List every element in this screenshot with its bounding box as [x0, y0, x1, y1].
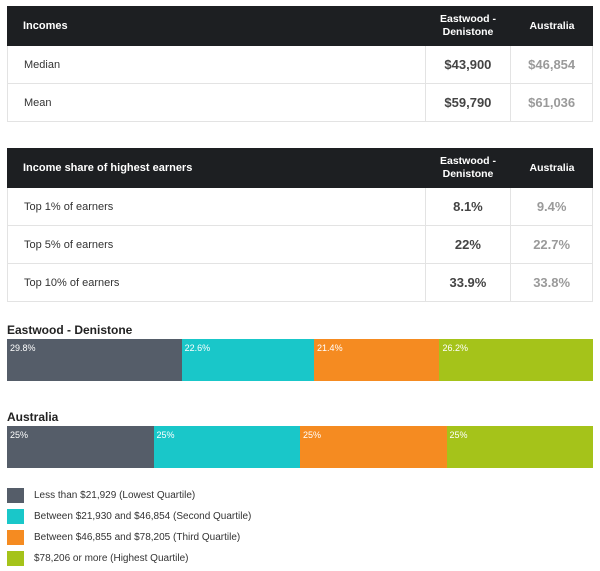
bar-segment-4: 26.2% [439, 339, 593, 381]
row-national-value: $61,036 [510, 84, 592, 121]
bar-segment-label: 21.4% [317, 343, 343, 353]
share-header-local: Eastwood - Denistone [439, 155, 496, 180]
incomes-header-national: Australia [529, 19, 575, 32]
legend-swatch [7, 488, 24, 503]
table-row: Top 1% of earners 8.1% 9.4% [7, 188, 593, 226]
bar-segment-3: 21.4% [314, 339, 440, 381]
row-national-value: 22.7% [510, 226, 592, 263]
row-label: Mean [24, 96, 52, 109]
row-local-value: 22% [424, 226, 511, 263]
row-local-value: $43,900 [424, 46, 511, 83]
legend-item: Between $21,930 and $46,854 (Second Quar… [7, 506, 251, 527]
bar-segment-1: 25% [7, 426, 154, 468]
chart-legend: Less than $21,929 (Lowest Quartile) Betwe… [7, 485, 251, 569]
table-row: Top 10% of earners 33.9% 33.8% [7, 264, 593, 302]
row-label: Median [24, 58, 61, 71]
incomes-header-local: Eastwood - Denistone [439, 13, 496, 38]
bar-segment-2: 25% [153, 426, 300, 468]
share-header-label: Income share of highest earners [23, 162, 193, 174]
row-national-value: 9.4% [510, 188, 592, 225]
bar-segment-1: 29.8% [7, 339, 182, 381]
bar-segment-label: 22.6% [184, 343, 211, 353]
bar-segment-label: 26.2% [442, 343, 468, 353]
bar-segment-label: 29.8% [10, 343, 36, 353]
bar-segment-label: 25% [449, 430, 468, 440]
incomes-table: Incomes Eastwood - Denistone Australia M… [7, 6, 593, 122]
bar-segment-3: 25% [300, 426, 447, 468]
bar-segment-2: 22.6% [181, 339, 315, 381]
legend-item: $78,206 or more (Highest Quartile) [7, 548, 251, 569]
table-row: Mean $59,790 $61,036 [7, 84, 593, 122]
stacked-bar-local: 29.8% 22.6% 21.4% 26.2% [7, 339, 593, 381]
incomes-table-header: Incomes Eastwood - Denistone Australia [7, 6, 593, 46]
row-local-value: 33.9% [424, 264, 511, 301]
share-header-national: Australia [529, 161, 575, 174]
row-label: Top 5% of earners [24, 238, 114, 251]
legend-label: Between $46,855 and $78,205 (Third Quart… [34, 532, 241, 543]
row-local-value: $59,790 [424, 84, 511, 121]
chart-title-local: Eastwood - Denistone [7, 323, 133, 337]
legend-swatch [7, 551, 24, 566]
table-row: Top 5% of earners 22% 22.7% [7, 226, 593, 264]
bar-segment-label: 25% [156, 430, 175, 440]
income-share-table: Income share of highest earners Eastwood… [7, 148, 593, 302]
row-national-value: 33.8% [510, 264, 592, 301]
incomes-header-label: Incomes [23, 20, 68, 32]
income-share-table-header: Income share of highest earners Eastwood… [7, 148, 593, 188]
legend-label: $78,206 or more (Highest Quartile) [34, 553, 189, 564]
row-label: Top 10% of earners [24, 276, 120, 289]
table-row: Median $43,900 $46,854 [7, 46, 593, 84]
row-local-value: 8.1% [424, 188, 511, 225]
legend-label: Less than $21,929 (Lowest Quartile) [34, 490, 196, 501]
bar-segment-label: 25% [303, 430, 322, 440]
legend-swatch [7, 509, 24, 524]
stacked-bar-national: 25% 25% 25% 25% [7, 426, 593, 468]
bar-segment-4: 25% [446, 426, 593, 468]
row-label: Top 1% of earners [24, 200, 114, 213]
legend-label: Between $21,930 and $46,854 (Second Quar… [34, 511, 252, 522]
legend-swatch [7, 530, 24, 545]
row-national-value: $46,854 [510, 46, 592, 83]
chart-title-national: Australia [7, 410, 59, 424]
bar-segment-label: 25% [10, 430, 29, 440]
legend-item: Less than $21,929 (Lowest Quartile) [7, 485, 251, 506]
legend-item: Between $46,855 and $78,205 (Third Quart… [7, 527, 251, 548]
